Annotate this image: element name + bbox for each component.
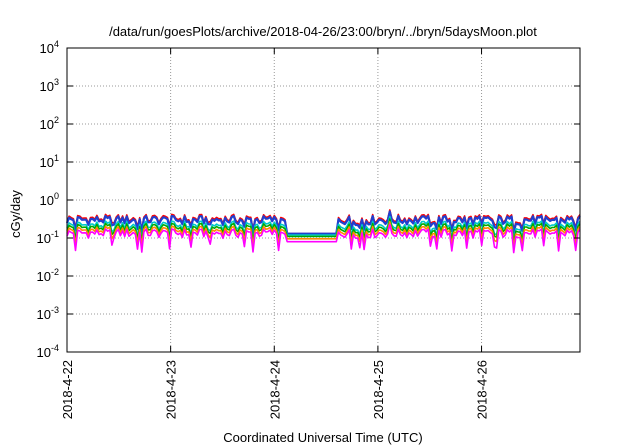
plot-frame xyxy=(66,47,581,353)
y-tick-label: 10-4 xyxy=(37,343,59,360)
x-axis: 2018-4-22 2018-4-23 2018-4-24 2018-4-25 2018… xyxy=(60,48,490,419)
y-tick-label: 10-1 xyxy=(37,229,59,246)
x-tick-label: 2018-4-24 xyxy=(267,360,282,419)
y-tick-label: 103 xyxy=(40,77,59,94)
grid xyxy=(66,48,580,352)
series-line xyxy=(66,218,581,243)
x-axis-label: Coordinated Universal Time (UTC) xyxy=(223,430,422,445)
x-tick-label: 2018-4-22 xyxy=(60,360,75,419)
y-tick-label: 10-3 xyxy=(37,305,59,322)
y-tick-label: 104 xyxy=(40,39,59,56)
x-tick-label: 2018-4-23 xyxy=(164,360,179,419)
y-tick-label: 100 xyxy=(40,191,59,208)
x-tick-label: 2018-4-25 xyxy=(371,360,386,419)
y-tick-label: 101 xyxy=(40,153,59,170)
series-line xyxy=(66,221,581,247)
series-line xyxy=(66,223,581,254)
y-tick-label: 10-2 xyxy=(37,267,59,284)
x-tick-label: 2018-4-26 xyxy=(475,360,490,419)
y-axis: 10-4 10-3 10-2 10-1 100 101 102 103 104 xyxy=(37,39,580,360)
y-axis-label: cGy/day xyxy=(8,190,23,238)
chart-title: /data/run/goesPlots/archive/2018-04-26/2… xyxy=(109,24,537,39)
series-line xyxy=(65,210,581,235)
series-lines xyxy=(65,209,581,254)
y-tick-label: 102 xyxy=(40,115,59,132)
